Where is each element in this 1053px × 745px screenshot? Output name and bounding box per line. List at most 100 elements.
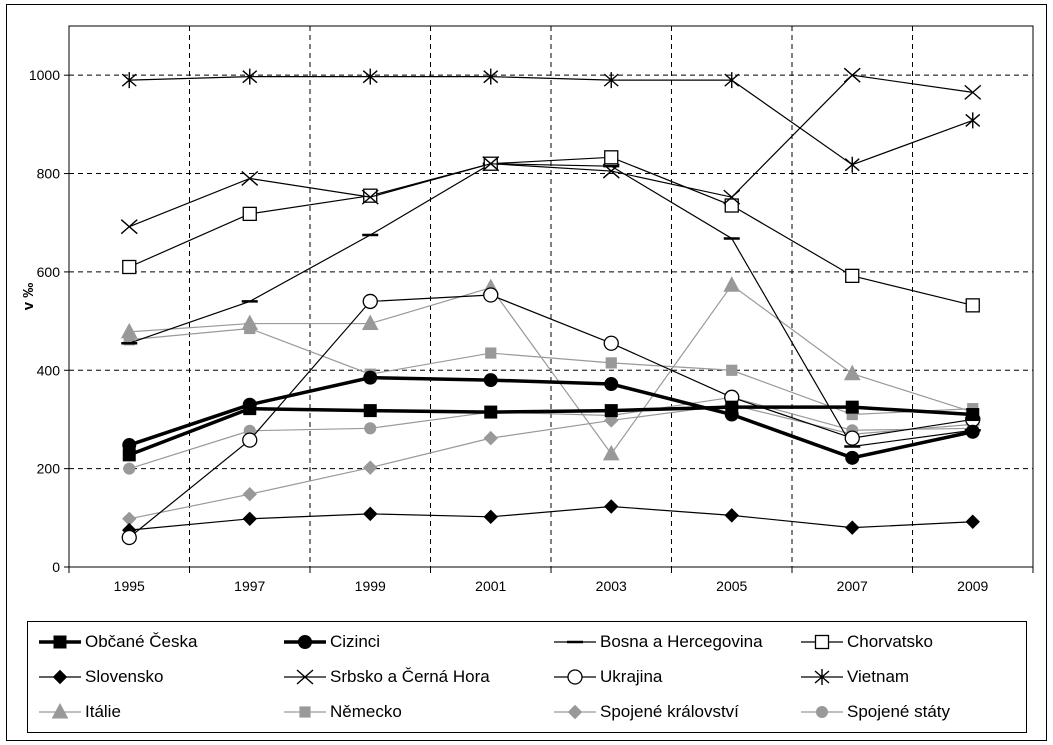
data-point — [814, 669, 830, 685]
x-tick-label: 2007 — [837, 578, 868, 594]
data-point — [363, 404, 377, 418]
y-axis-label: v ‰ — [20, 283, 37, 311]
data-point — [298, 635, 312, 649]
data-point — [242, 487, 257, 502]
data-point — [604, 404, 618, 418]
data-point — [482, 156, 500, 172]
data-point — [483, 287, 499, 303]
legend-swatch — [39, 669, 81, 685]
data-point — [723, 276, 741, 292]
legend-label: Cizinci — [330, 632, 381, 651]
series-layer — [120, 67, 982, 546]
data-point — [724, 407, 739, 422]
data-point — [242, 206, 257, 222]
data-point — [484, 405, 498, 419]
data-point — [845, 450, 860, 465]
data-point — [483, 509, 498, 525]
series-vietnam — [121, 68, 981, 173]
series-line — [129, 76, 973, 166]
x-tick-label: 2001 — [475, 578, 506, 594]
data-point — [483, 430, 498, 446]
legend-swatch — [554, 669, 596, 685]
legend-item-cizinci: Cizinci — [283, 625, 380, 659]
series-ukrajina — [121, 287, 981, 546]
legend-swatch — [39, 702, 81, 719]
series-line — [128, 375, 974, 460]
legend-swatch — [801, 669, 843, 685]
legend-label: Spojené státy — [847, 702, 951, 721]
y-tick-label: 400 — [37, 362, 61, 378]
data-point — [965, 424, 980, 439]
series-line — [129, 505, 973, 531]
legend-swatch — [39, 635, 81, 649]
legend-label: Německo — [330, 702, 402, 721]
y-tick-label: 800 — [37, 166, 61, 182]
legend-item-ukrajina: Ukrajina — [553, 660, 662, 694]
data-point — [845, 268, 860, 283]
series-cizinci — [122, 370, 980, 465]
legend-item-spojene-staty: Spojené státy — [800, 695, 950, 729]
y-tick-label: 1000 — [29, 67, 60, 83]
legend-label: Bosna a Hercegovina — [600, 632, 763, 651]
data-point — [726, 364, 738, 376]
data-point — [53, 635, 67, 649]
data-point — [123, 462, 136, 475]
series-line — [129, 396, 973, 470]
x-tick-label: 2003 — [596, 578, 627, 594]
data-point — [296, 669, 314, 685]
data-point — [52, 669, 68, 685]
data-point — [605, 357, 617, 369]
x-tick-label: 1997 — [234, 578, 265, 594]
tick-labels: 0 200 400 600 800 1000 1995 1997 1999 2001 2003 200… — [29, 67, 989, 594]
legend-label: Itálie — [85, 702, 121, 721]
legend-item-nemecko: Německo — [283, 695, 402, 729]
data-point — [843, 67, 861, 83]
data-point — [485, 347, 497, 359]
data-point — [815, 705, 829, 719]
data-point — [361, 314, 379, 331]
legend-swatch — [801, 634, 843, 650]
data-point — [724, 508, 739, 523]
data-point — [603, 72, 619, 89]
legend-label: Občané Česka — [85, 632, 198, 651]
data-point — [122, 438, 137, 453]
legend-swatch — [284, 635, 326, 649]
data-point — [483, 373, 498, 388]
data-point — [603, 335, 619, 351]
data-point — [363, 370, 378, 385]
x-tick-label: 1999 — [355, 578, 386, 594]
legend-label: Ukrajina — [600, 667, 663, 686]
data-point — [845, 520, 860, 535]
legend-item-obcane-ceska: Občané Česka — [38, 625, 197, 659]
line-chart: 0 200 400 600 800 1000 1995 1997 1999 2001 2003 200… — [20, 25, 1034, 594]
data-point — [363, 506, 378, 522]
legend-swatch — [284, 669, 326, 685]
data-point — [361, 189, 379, 205]
data-point — [964, 84, 982, 100]
axes — [64, 25, 1034, 573]
data-point — [965, 298, 980, 313]
data-point — [242, 432, 258, 448]
y-tick-label: 200 — [37, 461, 61, 477]
data-point — [364, 422, 377, 435]
data-point — [723, 189, 741, 205]
x-tick-label: 2005 — [716, 578, 747, 594]
legend-item-slovensko: Slovensko — [38, 660, 163, 694]
legend-item-italie: Itálie — [38, 695, 121, 729]
data-point — [362, 68, 378, 85]
data-point — [602, 444, 620, 461]
x-tick-label: 2009 — [957, 578, 988, 594]
legend-swatch — [284, 706, 326, 718]
data-point — [965, 514, 980, 529]
data-point — [122, 259, 137, 275]
data-point — [966, 408, 980, 422]
data-point — [299, 706, 311, 718]
y-tick-label: 600 — [37, 264, 61, 280]
series-line — [129, 284, 973, 455]
data-point — [845, 400, 859, 414]
data-point — [724, 198, 739, 213]
data-point — [121, 529, 137, 546]
data-point — [844, 156, 860, 173]
legend-label: Vietnam — [847, 667, 910, 686]
data-point — [567, 669, 583, 685]
